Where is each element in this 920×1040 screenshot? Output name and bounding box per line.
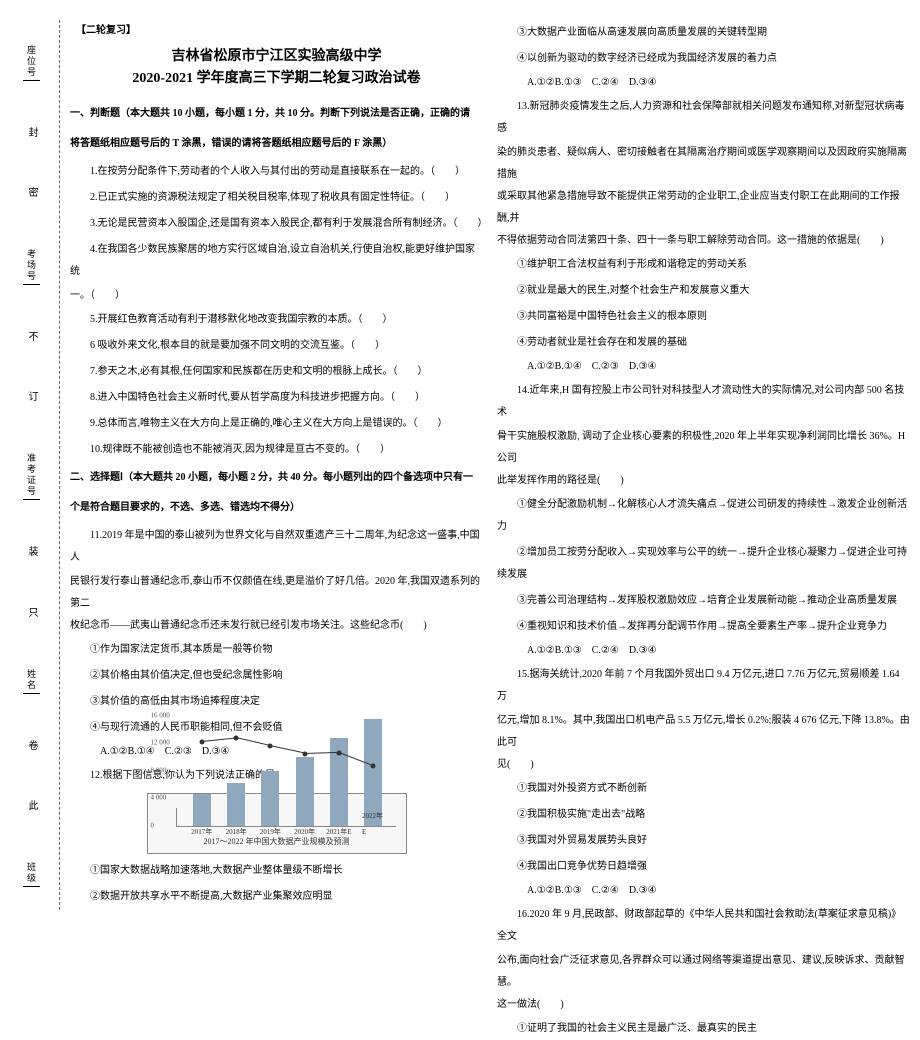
option: ①健全分配激励机制→化解核心人才流失痛点→促进公司研发的持续性→激发企业创新活力 [497, 494, 910, 538]
option: ②数据开放共享水平不断提高,大数据产业集聚效应明显 [70, 886, 483, 908]
option: ④劳动者就业是社会存在和发展的基础 [497, 332, 910, 354]
binding-label: 封 [24, 127, 39, 141]
option: ④重视知识和技术价值→发挥再分配调节作用→提高全要素生产率→提升企业竞争力 [497, 616, 910, 638]
option: ④我国出口竞争优势日趋增强 [497, 856, 910, 878]
question: 11.2019 年是中国的泰山被列为世界文化与自然双重遗产三十二周年,为纪念这一… [70, 525, 483, 569]
question: 2.已正式实施的资源税法规定了相关税目税率,体现了税收具有固定性特征。（ ） [70, 187, 483, 209]
question: 14.近年来,H 国有控股上市公司针对科技型人才流动性大的实际情况,对公司内部 … [497, 380, 910, 424]
question-cont: 枚纪念币——武夷山普通纪念币还未发行就已经引发市场关注。这些纪念币( ) [70, 615, 483, 637]
binding-label: 此 [24, 800, 39, 814]
option: ③大数据产业面临从高速发展向高质量发展的关键转型期 [497, 22, 910, 44]
content-columns: 【二轮复习】 吉林省松原市宁江区实验高级中学 2020-2021 学年度高三下学… [60, 20, 910, 910]
question: 10.规律既不能被创造也不能被消灭,因为规律是亘古不变的。（ ） [70, 439, 483, 461]
option: ①我国对外投资方式不断创新 [497, 778, 910, 800]
answer-options: A.①②B.①③ C.②④ D.③④ [497, 640, 910, 662]
option: ①国家大数据战略加速落地,大数据产业整体量级不断增长 [70, 860, 483, 882]
question: 7.参天之木,必有其根,任何国家和民族都在历史和文明的根脉上成长。（ ） [70, 361, 483, 383]
binding-field: 姓名 [23, 667, 40, 694]
question: 8.进入中国特色社会主义新时代,要从哲学高度为科技进步把握方向。（ ） [70, 387, 483, 409]
question: 1.在按劳分配条件下,劳动者的个人收入与其付出的劳动是直接联系在一起的。（ ） [70, 161, 483, 183]
bar-chart: 04 0008 00012 00016 0002017年2018年2019年20… [147, 793, 407, 854]
binding-label: 装 [24, 546, 39, 560]
question: 13.新冠肺炎疫情发生之后,人力资源和社会保障部就相关问题发布通知称,对新型冠状… [497, 96, 910, 140]
option: ②其价格由其价值决定,但也受纪念属性影响 [70, 665, 483, 687]
question-cont: 这一做法( ) [497, 994, 910, 1016]
chart-area: 04 0008 00012 00016 0002017年2018年2019年20… [176, 808, 396, 827]
binding-field: 班级 [23, 860, 40, 887]
question: 4.在我国各少数民族聚居的地方实行区域自治,设立自治机关,行使自治权,能更好维护… [70, 239, 483, 283]
option: ④与现行流通的人民币职能相同,但不会贬值 [70, 717, 483, 739]
chart-caption: 2017～2022 年中国大数据产业规模及预测 [148, 833, 406, 853]
question-cont: 骨干实施股权激励, 调动了企业核心要素的积极性,2020 年上半年实现净利润同比… [497, 426, 910, 470]
question: 9.总体而言,唯物主义在大方向上是正确的,唯心主义在大方向上是错误的。（ ） [70, 413, 483, 435]
binding-column: 座位号 封 密 考场号 不 订 准考证号 装 只 姓名 卷 此 班级 [10, 20, 60, 910]
binding-label: 密 [24, 187, 39, 201]
option: ③其价值的高低由其市场追捧程度决定 [70, 691, 483, 713]
answer-options: A.①②B.①③ C.②④ D.③④ [497, 72, 910, 94]
option: ②增加员工按劳分配收入→实现效率与公平的统一→提升企业核心凝聚力→促进企业可持续… [497, 542, 910, 586]
title-line: 吉林省松原市宁江区实验高级中学 [70, 46, 483, 68]
question-cont: 不得依据劳动合同法第四十条、四十一条与职工解除劳动合同。这一措施的依据是( ) [497, 230, 910, 252]
option: ③完善公司治理结构→发挥股权激励效应→培育企业发展新动能→推动企业高质量发展 [497, 590, 910, 612]
left-column: 【二轮复习】 吉林省松原市宁江区实验高级中学 2020-2021 学年度高三下学… [70, 20, 483, 910]
option: ④以创新为驱动的数字经济已经成为我国经济发展的着力点 [497, 48, 910, 70]
question-cont: 民银行发行泰山普通纪念币,泰山币不仅颜值在线,更是溢价了好几倍。2020 年,我… [70, 571, 483, 615]
option: ②就业是最大的民生,对整个社会生产和发展意义重大 [497, 280, 910, 302]
option: ③我国对外贸易发展势头良好 [497, 830, 910, 852]
binding-label: 只 [24, 607, 39, 621]
answer-options: A.①②B.①④ C.②③ D.③④ [70, 741, 483, 763]
binding-field: 准考证号 [23, 451, 40, 500]
question-cont: 此举发挥作用的路径是( ) [497, 470, 910, 492]
question-cont: 亿元,增加 8.1%。其中,我国出口机电产品 5.5 万亿元,增长 0.2%;服… [497, 710, 910, 754]
binding-field: 考场号 [23, 247, 40, 285]
exam-page: 座位号 封 密 考场号 不 订 准考证号 装 只 姓名 卷 此 班级 【二轮复习… [0, 0, 920, 920]
question: 3.无论是民营资本入股国企,还是国有资本入股民企,都有利于发展混合所有制经济。（… [70, 213, 483, 235]
question-cont: 染的肺炎患者、疑似病人、密切接触者在其隔离治疗期间或医学观察期间以及因政府实施隔… [497, 142, 910, 186]
binding-field: 座位号 [23, 43, 40, 81]
question-cont: 公布,面向社会广泛征求意见,各界群众可以通过网络等渠道提出意见、建议,反映诉求、… [497, 950, 910, 994]
exam-title: 吉林省松原市宁江区实验高级中学 2020-2021 学年度高三下学期二轮复习政治… [70, 46, 483, 91]
option: ①证明了我国的社会主义民主是最广泛、最真实的民主 [497, 1018, 910, 1040]
answer-options: A.①②B.①③ C.②④ D.③④ [497, 880, 910, 902]
section-header: 个是符合题目要求的，不选、多选、错选均不得分） [70, 497, 483, 519]
section-header: 一、判断题（本大题共 10 小题，每小题 1 分，共 10 分。判断下列说法是否… [70, 103, 483, 125]
top-note: 【二轮复习】 [70, 20, 483, 42]
question: 6 吸收外来文化,根本目的就是要加强不同文明的交流互鉴。（ ） [70, 335, 483, 357]
section-header: 将答题纸相应题号后的 T 涂黑，错误的请将答题纸相应题号后的 F 涂黑） [70, 133, 483, 155]
binding-label: 订 [24, 391, 39, 405]
title-line: 2020-2021 学年度高三下学期二轮复习政治试卷 [70, 68, 483, 90]
answer-options: A.①②B.①④ C.②③ D.③④ [497, 356, 910, 378]
question-cont: 见( ) [497, 754, 910, 776]
option: ③共同富裕是中国特色社会主义的根本原则 [497, 306, 910, 328]
binding-label: 不 [24, 331, 39, 345]
section-header: 二、选择题Ⅰ（本大题共 20 小题，每小题 2 分，共 40 分。每小题列出的四… [70, 467, 483, 489]
binding-label: 卷 [24, 740, 39, 754]
option: ①作为国家法定货币,其本质是一般等价物 [70, 639, 483, 661]
question: 16.2020 年 9 月,民政部、财政部起草的《中华人民共和国社会救助法(草案… [497, 904, 910, 948]
question-cont: 一。（ ） [70, 285, 483, 307]
question: 15.据海关统计,2020 年前 7 个月我国外贸出口 9.4 万亿元,进口 7… [497, 664, 910, 708]
right-column: ③大数据产业面临从高速发展向高质量发展的关键转型期 ④以创新为驱动的数字经济已经… [497, 20, 910, 910]
option: ①维护职工合法权益有利于形成和谐稳定的劳动关系 [497, 254, 910, 276]
question: 5.开展红色教育活动有利于潜移默化地改变我国宗教的本质。（ ） [70, 309, 483, 331]
option: ②我国积极实施"走出去"战略 [497, 804, 910, 826]
question-cont: 或采取其他紧急措施导致不能提供正常劳动的企业职工,企业应当支付职工在此期间的工作… [497, 186, 910, 230]
